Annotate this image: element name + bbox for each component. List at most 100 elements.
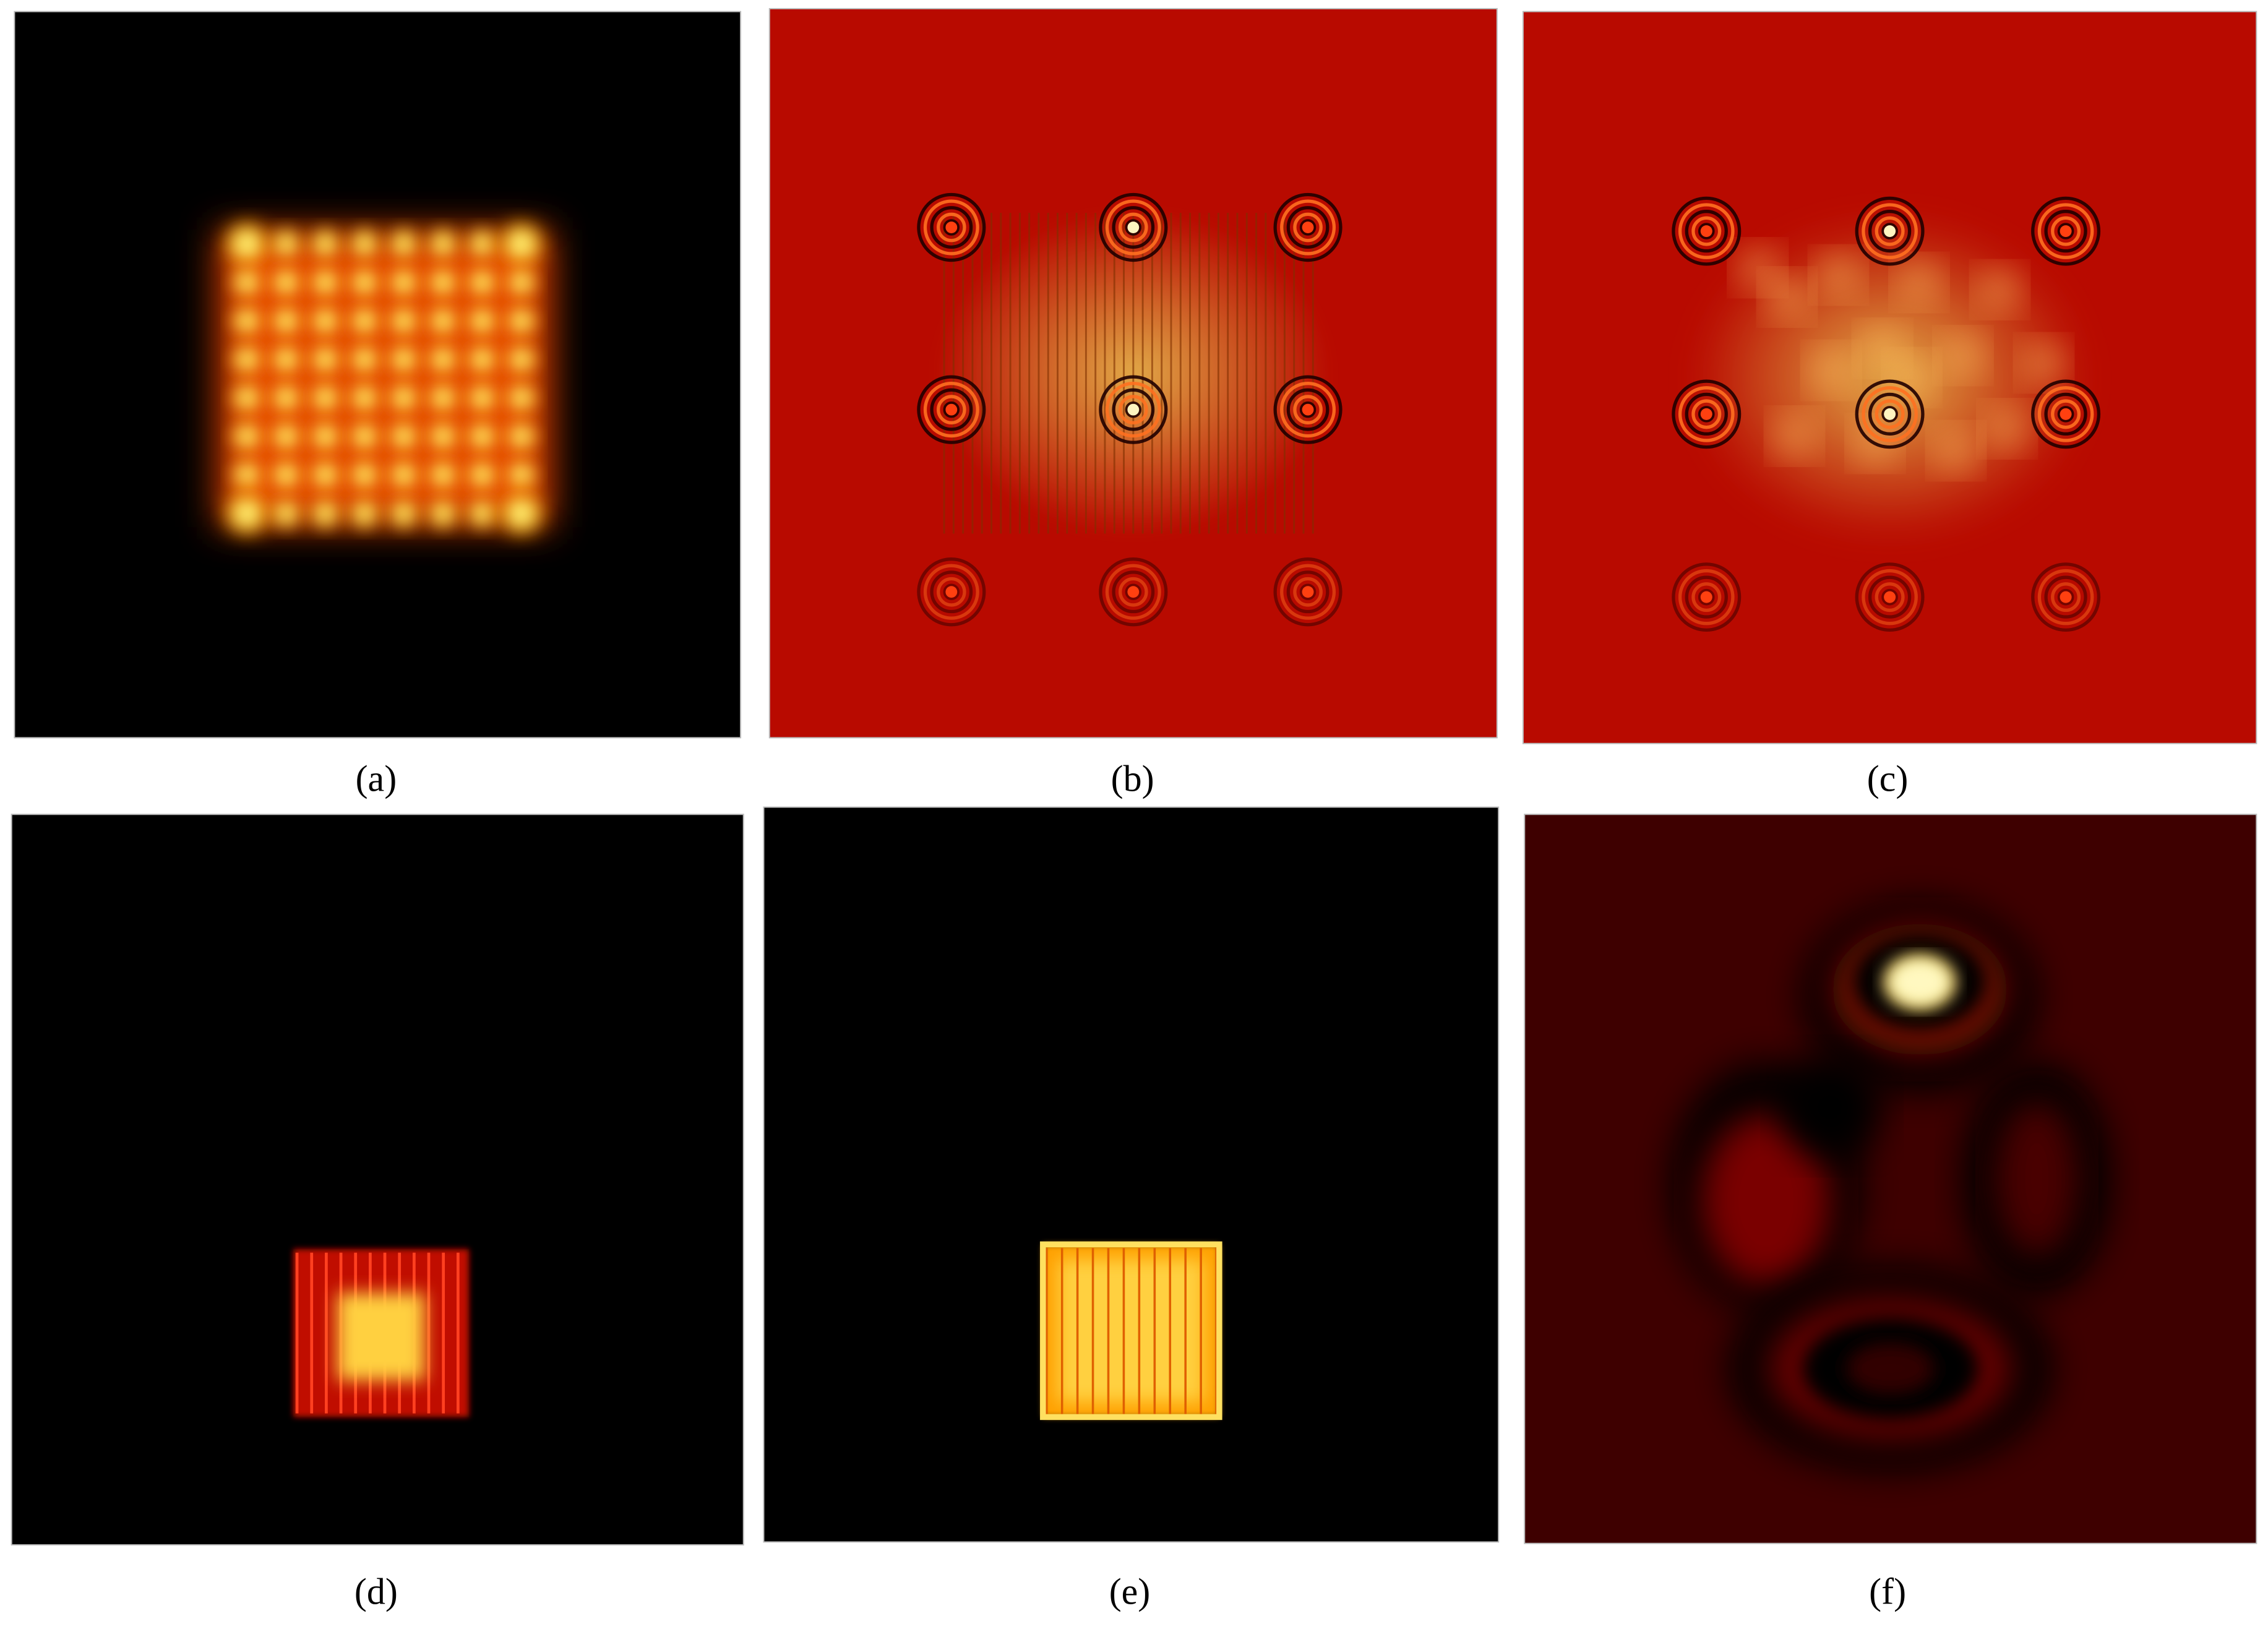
pattern — [306, 379, 345, 417]
ring — [1691, 582, 1722, 612]
pattern — [306, 455, 345, 494]
pattern — [267, 455, 305, 494]
panel-border — [768, 8, 1498, 739]
ring — [1875, 399, 1905, 429]
ring — [1105, 564, 1161, 620]
pattern — [228, 340, 266, 379]
pattern — [267, 494, 305, 533]
ring — [2057, 223, 2074, 239]
pattern — [267, 379, 305, 417]
pattern — [345, 225, 384, 263]
pattern — [495, 487, 548, 539]
ring — [930, 570, 973, 614]
ring — [1862, 569, 1918, 625]
ring — [1127, 221, 1140, 233]
pattern — [306, 225, 345, 263]
ring — [1302, 221, 1314, 233]
pattern — [1985, 406, 2029, 451]
ring — [1884, 225, 1896, 238]
ring — [2060, 591, 2072, 603]
ring — [2060, 408, 2072, 420]
pattern — [1700, 1113, 1832, 1289]
ring — [1884, 591, 1896, 603]
pattern — [384, 417, 423, 455]
ring — [937, 395, 966, 424]
ring — [1302, 586, 1314, 598]
ring — [917, 375, 986, 444]
panel-image — [763, 807, 1499, 1542]
ring — [1280, 199, 1336, 256]
pattern — [345, 379, 384, 417]
ring — [2057, 406, 2074, 423]
ring — [1685, 210, 1728, 253]
pattern — [267, 302, 305, 340]
ring — [1280, 382, 1336, 438]
ring — [943, 583, 960, 600]
pattern — [424, 263, 462, 302]
pattern — [384, 263, 423, 302]
ring — [923, 382, 979, 438]
ring — [1678, 386, 1735, 442]
pattern — [345, 417, 384, 455]
ring — [2044, 210, 2087, 253]
panel-border — [763, 806, 1500, 1543]
ring — [1672, 196, 1742, 266]
ring — [1286, 388, 1329, 431]
pattern — [220, 487, 273, 539]
ring — [2044, 392, 2087, 436]
ring — [1875, 216, 1905, 246]
pattern — [228, 302, 266, 340]
ring — [2044, 575, 2087, 619]
ring — [1299, 583, 1317, 600]
pattern — [228, 417, 266, 455]
pattern — [267, 417, 305, 455]
pattern — [463, 225, 501, 263]
pattern — [1780, 1055, 1883, 1158]
pattern — [1735, 246, 1780, 290]
pattern — [424, 494, 462, 533]
ring — [1280, 564, 1336, 620]
pattern — [228, 455, 266, 494]
ring — [1868, 575, 1912, 619]
pattern — [1897, 260, 1941, 304]
ring — [1112, 570, 1155, 614]
pattern — [463, 455, 501, 494]
ring — [937, 212, 966, 243]
pattern — [306, 302, 345, 340]
panel-caption: (b) — [1111, 759, 1154, 799]
pattern — [1057, 1259, 1205, 1403]
ring — [1862, 203, 1918, 259]
pattern — [502, 379, 541, 417]
ring — [1685, 392, 1728, 436]
pattern — [384, 340, 423, 379]
pattern — [384, 225, 423, 263]
ring — [1273, 375, 1342, 444]
ring — [2031, 562, 2101, 632]
pattern — [463, 263, 501, 302]
background — [763, 807, 1499, 1542]
pattern — [463, 340, 501, 379]
ring — [2037, 386, 2094, 442]
ring — [1881, 406, 1898, 423]
pattern — [2021, 341, 2066, 385]
ring — [1881, 223, 1898, 239]
pattern — [463, 417, 501, 455]
pattern — [424, 417, 462, 455]
panel-image — [11, 814, 744, 1545]
pattern — [1809, 348, 1853, 392]
ring — [2051, 216, 2081, 246]
pattern — [345, 494, 384, 533]
pattern — [337, 1292, 426, 1381]
ring — [1286, 206, 1329, 249]
ring — [1700, 408, 1712, 420]
pattern — [502, 417, 541, 455]
pattern — [345, 302, 384, 340]
ring — [1698, 406, 1715, 423]
ring — [1099, 557, 1168, 627]
ring — [1127, 403, 1140, 416]
ring — [1884, 408, 1896, 420]
ring — [1125, 219, 1142, 236]
pattern — [502, 340, 541, 379]
ring — [1302, 403, 1314, 416]
panel-image — [1523, 11, 2257, 744]
